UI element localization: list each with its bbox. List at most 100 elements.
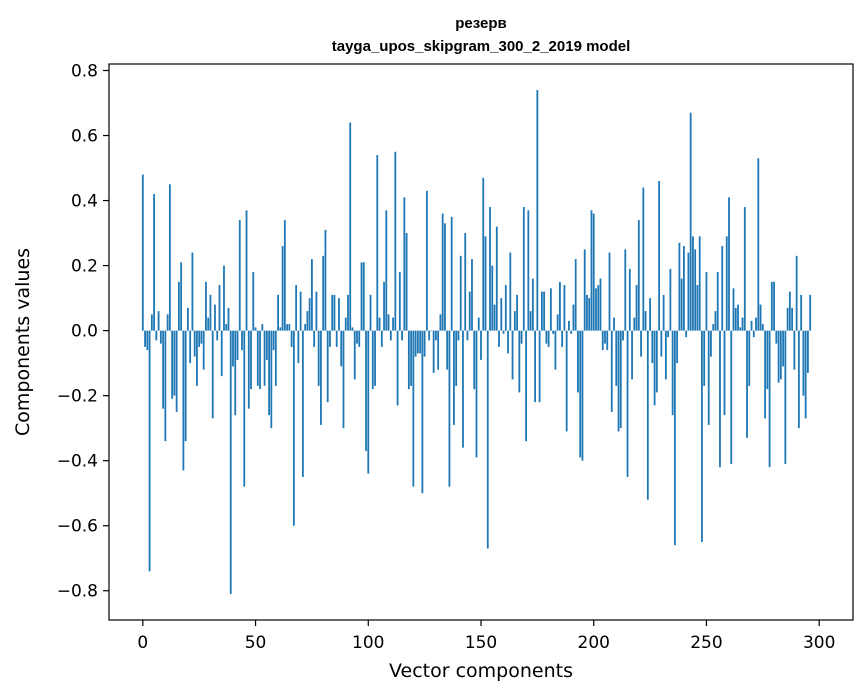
bar [398,272,401,331]
bar [764,330,766,419]
bar [637,220,640,331]
bar [279,327,282,331]
bar [166,314,169,331]
bar [572,304,575,331]
bar [610,330,613,412]
bar [311,259,313,331]
bar [360,262,363,331]
x-tick-label: 150 [465,633,497,653]
bar [196,330,198,386]
bar [680,278,683,331]
bar [292,330,295,526]
bar [214,304,216,331]
y-tick-label: 0.4 [71,192,98,212]
bar [432,330,435,373]
y-tick-label: 0.2 [71,257,98,277]
bar [444,223,446,331]
bar [651,330,654,364]
bar [207,317,210,331]
bar [540,291,543,331]
bar [804,330,807,419]
bar [484,236,487,331]
bar [308,298,311,331]
bar [581,330,584,461]
bar [685,330,688,338]
bar [405,233,408,331]
bar [322,255,325,331]
bar [369,294,372,331]
bar [376,155,379,331]
bar [797,330,800,429]
bar [383,281,385,331]
bar [351,327,354,331]
x-axis-label: Vector components [389,660,573,682]
bar [148,330,151,572]
bar [412,330,415,487]
bar [644,311,647,331]
bar [687,252,690,331]
bar [719,330,721,468]
bar [495,226,498,331]
bar [568,320,570,331]
bar [563,285,566,331]
y-tick-label: 0.8 [71,62,98,82]
bar [793,330,796,370]
bar [669,268,672,331]
bar [403,197,406,331]
bar [180,262,183,331]
bar [574,259,577,331]
bar [739,327,742,331]
bar [162,330,165,409]
bar [773,281,775,331]
x-tick-label: 200 [578,633,610,653]
bar [349,122,352,331]
bar [274,330,277,386]
bar [689,112,692,331]
bar [374,330,376,386]
bar [732,288,735,331]
bar [809,294,812,331]
bar [775,330,778,344]
bar [522,207,525,331]
bar [520,330,523,344]
bar [184,330,187,442]
bar [335,330,338,347]
bar [507,330,509,354]
bar [534,330,537,403]
bar [462,330,464,448]
bar [389,330,392,341]
bar [768,330,771,468]
bar [716,272,719,331]
bar [502,330,505,334]
bar [516,294,518,331]
bar [191,252,194,331]
bar [356,330,358,344]
bar [556,314,559,331]
bar [477,317,480,331]
bar [290,330,293,347]
bar [473,330,476,390]
bar [171,330,174,399]
bar [157,311,160,331]
bar [577,330,579,393]
bar [538,330,541,403]
bar [225,324,228,331]
bar [570,330,573,334]
bar [259,330,261,390]
bar [453,330,455,425]
bar [646,330,649,500]
bar [416,330,419,354]
bar [270,330,273,429]
y-tick-label: 0.0 [71,322,98,342]
bar [277,294,279,331]
bar [624,249,627,331]
bar [655,330,658,393]
bar [673,330,676,546]
bar [232,330,234,367]
bar [247,330,250,409]
bar [338,298,340,331]
bar [676,330,679,364]
bar [306,311,309,331]
